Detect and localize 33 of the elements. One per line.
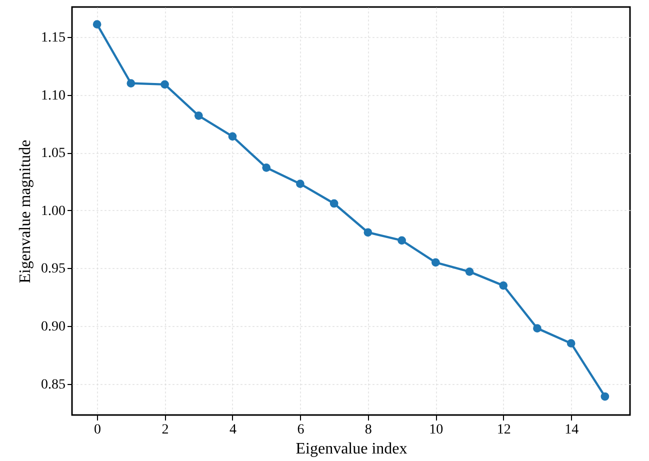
y-axis-title: Eigenvalue magnitude <box>17 140 34 284</box>
y-tick-label: 0.85 <box>41 377 66 392</box>
y-tick-label: 0.95 <box>41 262 66 277</box>
point <box>398 236 406 245</box>
point <box>566 339 576 348</box>
point <box>330 199 338 208</box>
point <box>228 132 237 141</box>
point <box>600 392 610 401</box>
point <box>296 180 304 188</box>
x-tick-label: 8 <box>364 422 372 438</box>
point <box>431 258 440 267</box>
y-tick-label: 0.90 <box>41 320 66 335</box>
point <box>92 20 102 29</box>
x-tick-label: 4 <box>229 422 236 438</box>
point <box>126 79 136 88</box>
y-tick-label: 1.05 <box>41 146 66 162</box>
x-tick-label: 6 <box>297 422 304 438</box>
x-tick-label: 2 <box>162 422 169 438</box>
point <box>262 163 271 172</box>
x-tick-label: 12 <box>496 422 511 438</box>
x-tick-label: 10 <box>429 422 444 438</box>
x-tick-label: 0 <box>94 422 102 438</box>
x-axis-title: Eigenvalue index <box>296 440 408 458</box>
y-tick-label: 1.10 <box>41 88 66 104</box>
y-tick-label: 1.00 <box>41 204 66 219</box>
point <box>364 228 372 237</box>
point <box>533 324 542 332</box>
y-tick-label: 1.15 <box>41 30 66 46</box>
point <box>465 268 474 276</box>
x-tick-label: 14 <box>564 422 579 438</box>
point <box>499 281 508 290</box>
point <box>194 111 203 120</box>
point <box>160 80 169 89</box>
